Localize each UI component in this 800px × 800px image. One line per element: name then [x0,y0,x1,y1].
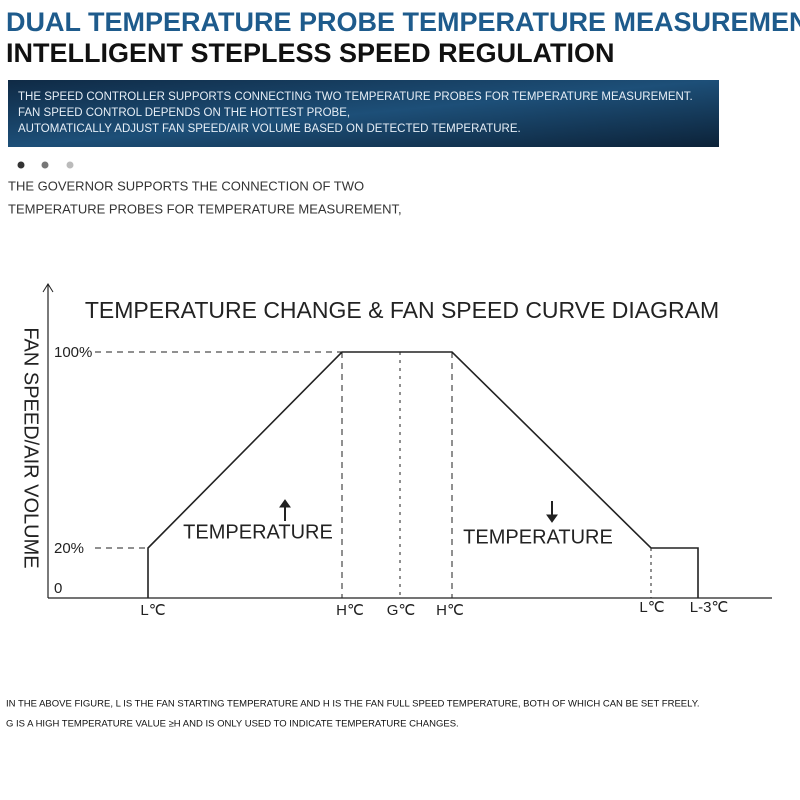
y-label: 20% [54,540,84,557]
dot [41,161,49,169]
speed-curve [147,351,699,598]
rising-label: TEMPERATURE [183,521,333,543]
title-line: DUAL TEMPERATURE PROBE TEMPERATURE MEASU… [6,7,800,37]
dot [66,161,74,169]
guides [95,351,652,598]
title-line: INTELLIGENT STEPLESS SPEED REGULATION [6,38,615,68]
diagram-title: TEMPERATURE CHANGE & FAN SPEED CURVE DIA… [85,297,719,323]
up-arrow-head [279,499,291,508]
diagram [42,283,772,599]
falling-label: TEMPERATURE [463,526,613,548]
footnote-line: G IS A HIGH TEMPERATURE VALUE ≥H AND IS … [6,719,459,730]
y-label: 100% [54,344,92,361]
intro-line: THE GOVERNOR SUPPORTS THE CONNECTION OF … [8,178,364,193]
x-label: L-3℃ [690,599,729,616]
x-label: H℃ [436,602,464,619]
axis-arrow [42,283,54,293]
y-axis-label: FAN SPEED/AIR VOLUME [20,327,42,568]
dot [17,161,25,169]
down-arrow-head [546,514,558,523]
y-label: 0 [54,580,62,597]
x-label: L℃ [140,602,165,619]
banner [8,80,719,147]
x-label: L℃ [639,599,664,616]
banner-line: THE SPEED CONTROLLER SUPPORTS CONNECTING… [18,91,693,103]
banner-line: FAN SPEED CONTROL DEPENDS ON THE HOTTEST… [18,107,350,119]
x-label: G℃ [387,602,416,619]
banner-line: AUTOMATICALLY ADJUST FAN SPEED/AIR VOLUM… [18,123,521,135]
footnote-line: IN THE ABOVE FIGURE, L IS THE FAN STARTI… [6,699,699,710]
intro-line: TEMPERATURE PROBES FOR TEMPERATURE MEASU… [8,201,402,216]
x-label: H℃ [336,602,364,619]
